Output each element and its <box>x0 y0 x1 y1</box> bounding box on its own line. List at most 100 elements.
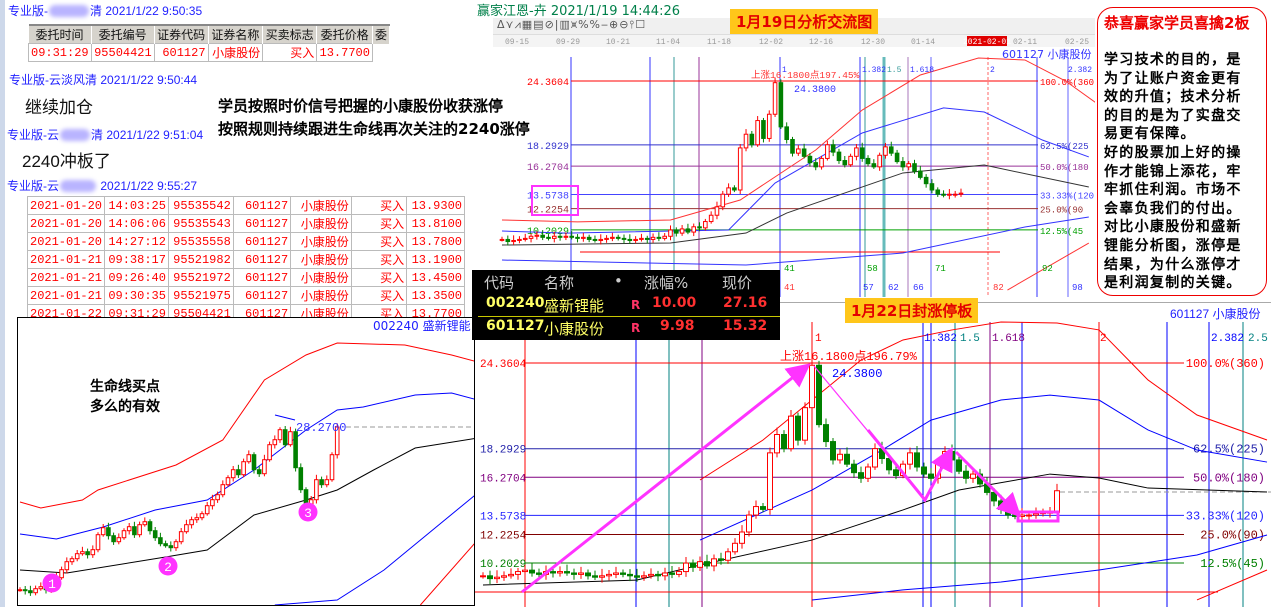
candle-body <box>725 551 731 561</box>
candle <box>691 223 697 237</box>
candle <box>923 174 929 188</box>
bar-count-label: 57 <box>863 283 874 293</box>
change-percent: 10.00 <box>652 295 697 311</box>
table-row: 2021-01-20 14:27:12 95535558 601127 小康股份 买入 13… <box>26 232 465 251</box>
candle-body <box>830 144 836 153</box>
price-level-label: 13.5738 <box>480 511 526 523</box>
candle-body <box>801 148 807 157</box>
candle <box>912 159 917 174</box>
candle <box>256 466 262 477</box>
candle-body <box>872 448 878 468</box>
toolbar-icons[interactable]: ᐃ⋎⩘▦▤⊘|▥⩙%%‒⊕⊖⫯☐ <box>497 18 647 31</box>
candle-body <box>95 534 101 551</box>
candle-body <box>517 238 522 241</box>
candle <box>116 533 122 545</box>
band-line <box>1007 242 1090 291</box>
candle <box>914 445 920 472</box>
candle-body <box>893 469 899 476</box>
candle-body <box>634 575 640 578</box>
caption-line: 生命线买点 <box>90 379 160 395</box>
candle-body <box>598 238 604 241</box>
candle <box>613 566 619 579</box>
date-tick: 2021-02-01 <box>963 38 1011 47</box>
buy-point-marker <box>158 556 178 576</box>
candle <box>501 571 507 581</box>
price-level-label: 13.5738 <box>527 191 569 202</box>
band-line <box>19 342 474 509</box>
chat-message-text: 2240冲板了 <box>22 152 111 171</box>
candle <box>796 145 801 156</box>
candle-body <box>163 543 168 547</box>
candle <box>685 223 691 235</box>
candle <box>69 556 75 565</box>
candle-body <box>774 434 780 454</box>
quote-header-row: 代码 名称 • 涨幅% 现价 <box>472 272 780 294</box>
current-price: 27.16 <box>723 295 768 311</box>
candle <box>546 234 551 241</box>
candle <box>956 455 962 475</box>
candle <box>732 185 737 193</box>
candle-body <box>277 429 283 441</box>
candle <box>795 412 801 446</box>
candle-body <box>546 236 551 239</box>
candle-body <box>592 575 598 578</box>
candle <box>726 183 731 197</box>
candle <box>621 234 627 244</box>
candle <box>204 502 210 516</box>
candle-body <box>691 226 697 233</box>
bar-count-label: 98 <box>1072 283 1083 293</box>
candle <box>753 500 759 519</box>
stock-code: 601127 <box>486 318 545 334</box>
candle-body <box>592 238 598 241</box>
date-tick: 10-21 <box>606 38 630 47</box>
candle-body <box>711 558 717 567</box>
candle-body <box>886 458 892 471</box>
candle <box>755 116 760 147</box>
candle-body <box>956 459 962 472</box>
candle <box>813 158 819 171</box>
candle-body <box>220 484 226 496</box>
sender-name: 专业版-云 <box>7 128 59 142</box>
candle-body <box>121 530 127 539</box>
candle-body <box>732 542 738 553</box>
fib-percent-label: 62.5%(225) <box>1193 443 1265 457</box>
candle <box>674 227 679 237</box>
candle <box>704 554 710 569</box>
candle <box>830 139 836 157</box>
candle <box>676 567 682 578</box>
cell: 13.7700 <box>316 43 373 62</box>
bar-count-label: 41 <box>784 264 795 274</box>
sender-name: 专业版-云淡风清 <box>9 73 97 87</box>
cell: 601127 <box>232 268 292 287</box>
band-line <box>19 438 474 574</box>
candle <box>935 187 941 197</box>
candle <box>720 190 726 211</box>
candle-body <box>494 576 500 580</box>
candle <box>551 231 557 243</box>
rise-annotation: 上涨16.1800点197.45% <box>751 70 860 81</box>
candle-body <box>851 463 857 474</box>
quote-row[interactable]: 002240 盛新锂能 R 10.00 27.16 <box>472 295 780 317</box>
candle <box>851 459 857 479</box>
quote-row[interactable]: 601127 小康股份 R 9.98 15.32 <box>472 318 780 340</box>
date-tick: 11-04 <box>656 38 680 47</box>
fib-percent-label: 12.5%(45) <box>1200 557 1265 571</box>
candle-body <box>606 573 612 577</box>
candle-body <box>837 453 843 461</box>
chart-frame <box>17 317 475 606</box>
table-row: 2021-01-20 14:03:25 95535542 601127 小康股份 买入 13… <box>26 196 465 215</box>
sender-name-tail: 清 <box>90 4 103 18</box>
cell: 601127 <box>232 286 292 305</box>
candle <box>952 190 958 198</box>
buy-point-number: 3 <box>304 506 312 521</box>
candle <box>761 117 766 143</box>
candle <box>668 225 673 241</box>
candle-body <box>210 499 215 507</box>
candle-body <box>823 424 829 443</box>
candle <box>639 233 644 242</box>
candle-body <box>668 229 673 237</box>
candle-body <box>116 537 122 543</box>
trend-arrow <box>954 450 1022 518</box>
column-header: 买卖标志 <box>262 24 318 44</box>
candle <box>703 218 708 231</box>
